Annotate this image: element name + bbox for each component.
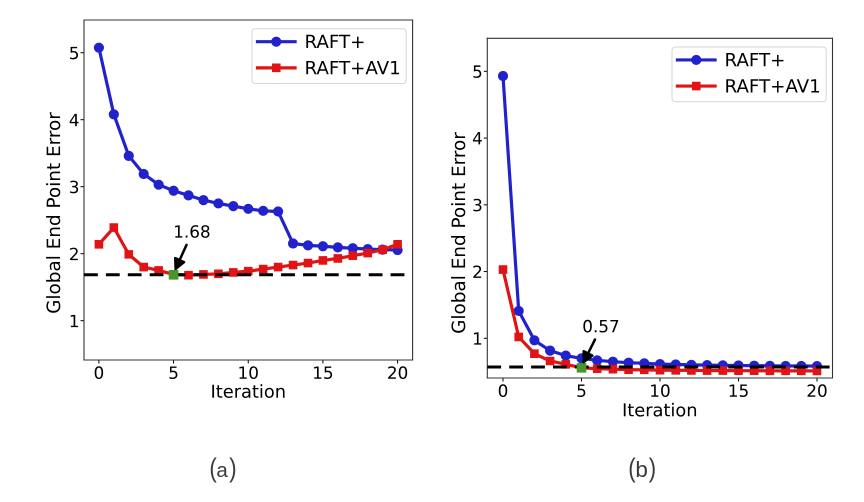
svg-text:): )	[649, 454, 656, 484]
svg-text:b: b	[635, 457, 648, 482]
svg-text:(: (	[209, 454, 217, 484]
svg-text:): )	[229, 454, 236, 484]
svg-text:(: (	[628, 454, 636, 484]
svg-text:a: a	[216, 459, 228, 482]
